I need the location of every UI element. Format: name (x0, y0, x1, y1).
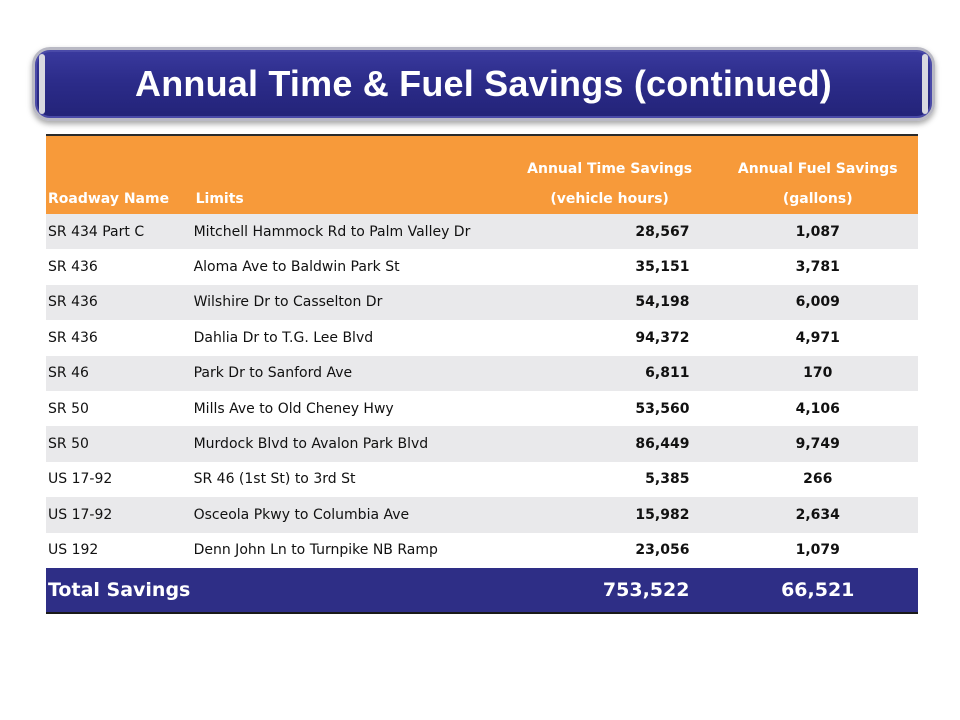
cell-limits: Aloma Ave to Baldwin Park St (193, 249, 502, 285)
cell-limits: Murdock Blvd to Avalon Park Blvd (193, 426, 502, 462)
header-time-savings: Annual Time Savings (vehicle hours) (501, 134, 718, 214)
table-row: SR 46 Park Dr to Sanford Ave 6,811 170 (46, 355, 918, 391)
cell-limits: SR 46 (1st St) to 3rd St (193, 461, 502, 498)
cell-fuel-savings: 4,971 (717, 320, 918, 356)
cell-fuel-savings: 4,106 (717, 390, 918, 427)
cell-time-savings: 86,449 (501, 426, 718, 462)
cell-roadway-name: SR 436 (46, 320, 194, 356)
table-row: US 192 Denn John Ln to Turnpike NB Ramp … (46, 532, 918, 568)
cell-roadway-name: US 17-92 (46, 497, 194, 533)
cell-roadway-name: SR 436 (46, 284, 194, 321)
total-row: Total Savings 753,522 66,521 (46, 567, 918, 614)
cell-roadway-name: US 17-92 (46, 461, 194, 498)
table-row: SR 50 Mills Ave to Old Cheney Hwy 53,560… (46, 390, 918, 427)
total-label: Total Savings (46, 567, 194, 614)
cell-time-savings: 5,385 (501, 461, 718, 498)
cell-limits: Mills Ave to Old Cheney Hwy (193, 390, 502, 427)
table-row: SR 50 Murdock Blvd to Avalon Park Blvd 8… (46, 426, 918, 462)
cell-time-savings: 94,372 (501, 320, 718, 356)
cell-limits: Mitchell Hammock Rd to Palm Valley Dr (193, 214, 502, 250)
title-banner: Annual Time & Fuel Savings (continued) (32, 47, 935, 121)
table-row: SR 436 Wilshire Dr to Casselton Dr 54,19… (46, 284, 918, 321)
cell-fuel-savings: 1,087 (717, 214, 918, 250)
cell-roadway-name: SR 50 (46, 426, 194, 462)
cell-limits: Wilshire Dr to Casselton Dr (193, 284, 502, 321)
header-fuel-savings: Annual Fuel Savings (gallons) (717, 134, 918, 214)
header-limits: Limits (193, 134, 502, 214)
cell-roadway-name: SR 50 (46, 390, 194, 427)
total-limits-empty (193, 567, 502, 614)
table-row: SR 436 Aloma Ave to Baldwin Park St 35,1… (46, 249, 918, 285)
savings-table: Roadway Name Limits Annual Time Savings … (46, 134, 918, 614)
header-roadway-name: Roadway Name (46, 134, 194, 214)
cell-fuel-savings: 6,009 (717, 284, 918, 321)
cell-limits: Denn John Ln to Turnpike NB Ramp (193, 532, 502, 568)
cell-time-savings: 35,151 (501, 249, 718, 285)
cell-roadway-name: SR 46 (46, 355, 194, 391)
cell-limits: Dahlia Dr to T.G. Lee Blvd (193, 320, 502, 356)
cell-time-savings: 6,811 (501, 355, 718, 391)
cell-fuel-savings: 170 (717, 355, 918, 391)
cell-fuel-savings: 1,079 (717, 532, 918, 568)
table-row: US 17-92 SR 46 (1st St) to 3rd St 5,385 … (46, 461, 918, 498)
cell-time-savings: 28,567 (501, 214, 718, 250)
banner-edge-right (922, 54, 928, 114)
cell-time-savings: 54,198 (501, 284, 718, 321)
cell-time-savings: 53,560 (501, 390, 718, 427)
table-row: SR 434 Part C Mitchell Hammock Rd to Pal… (46, 214, 918, 250)
cell-roadway-name: SR 436 (46, 249, 194, 285)
cell-limits: Park Dr to Sanford Ave (193, 355, 502, 391)
total-fuel-savings: 66,521 (717, 567, 918, 614)
cell-fuel-savings: 2,634 (717, 497, 918, 533)
cell-roadway-name: SR 434 Part C (46, 214, 194, 250)
cell-time-savings: 15,982 (501, 497, 718, 533)
page-title: Annual Time & Fuel Savings (continued) (135, 63, 832, 104)
banner-edge-left (39, 54, 45, 114)
cell-limits: Osceola Pkwy to Columbia Ave (193, 497, 502, 533)
total-time-savings: 753,522 (501, 567, 718, 614)
cell-fuel-savings: 3,781 (717, 249, 918, 285)
cell-time-savings: 23,056 (501, 532, 718, 568)
cell-fuel-savings: 9,749 (717, 426, 918, 462)
table-row: SR 436 Dahlia Dr to T.G. Lee Blvd 94,372… (46, 320, 918, 356)
cell-fuel-savings: 266 (717, 461, 918, 498)
cell-roadway-name: US 192 (46, 532, 194, 568)
table-row: US 17-92 Osceola Pkwy to Columbia Ave 15… (46, 497, 918, 533)
table-header-row: Roadway Name Limits Annual Time Savings … (46, 134, 918, 214)
